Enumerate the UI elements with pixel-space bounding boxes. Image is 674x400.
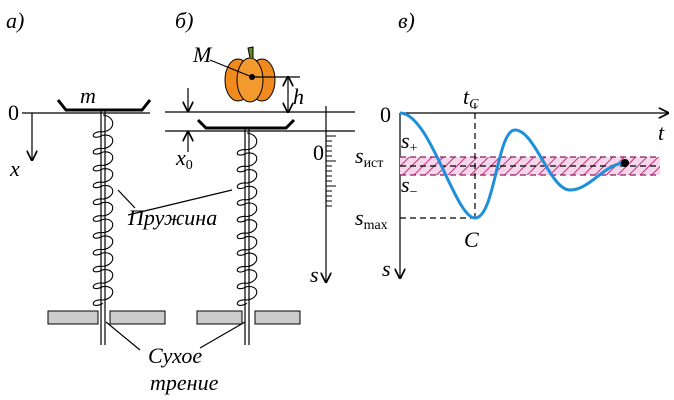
tc-sub: C: [469, 97, 479, 112]
leader: [200, 322, 245, 348]
pumpkin: [225, 47, 275, 102]
offset-sub: 0: [186, 158, 193, 173]
diagram: а) 0 m x б) M h x0 0 s Пружина Сухое тре…: [0, 0, 674, 400]
s-base: s: [355, 143, 364, 168]
axis-label: s: [382, 256, 391, 281]
tc-label: tC: [463, 84, 479, 112]
panel-label: б): [175, 8, 193, 33]
friction-block: [48, 311, 98, 324]
friction-block: [255, 311, 300, 324]
s-sub: −: [410, 185, 418, 200]
origin-label: 0: [8, 100, 19, 125]
platform: [58, 100, 150, 110]
s-base: s: [401, 128, 410, 153]
mass-label: M: [192, 42, 213, 67]
axis-label: s: [310, 262, 319, 287]
end-dot: [621, 159, 629, 167]
spring: [93, 115, 113, 305]
scale-zero: 0: [313, 140, 324, 165]
offset-label: x0: [175, 145, 193, 173]
offset-base: x: [175, 145, 186, 170]
platform: [198, 120, 294, 128]
axis-label: x: [9, 156, 20, 181]
s-max-label: smax: [355, 205, 388, 233]
spring: [237, 133, 257, 305]
s-base: s: [401, 172, 410, 197]
friction-label: Сухое: [148, 343, 202, 368]
leader: [106, 322, 140, 350]
panel-label: в): [398, 8, 415, 33]
s-base: s: [355, 205, 364, 230]
point-label: C: [464, 227, 479, 252]
friction-block: [110, 311, 165, 324]
s-sub: +: [410, 141, 418, 156]
s-plus-label: s+: [401, 128, 418, 156]
mass-label: m: [80, 83, 96, 108]
coil: [93, 115, 113, 305]
s-sub: max: [364, 218, 388, 233]
s-ist-label: sист: [355, 143, 383, 171]
spring-label: Пружина: [127, 205, 217, 230]
axis-label: t: [658, 120, 665, 145]
coil: [237, 133, 257, 305]
friction-label: трение: [150, 370, 219, 395]
s-minus-label: s−: [401, 172, 418, 200]
leader: [118, 190, 135, 208]
origin-label: 0: [380, 102, 391, 127]
friction-block: [197, 311, 242, 324]
s-sub: ист: [364, 156, 384, 171]
height-label: h: [293, 84, 304, 109]
panel-label: а): [6, 8, 24, 33]
ruler: [326, 136, 336, 206]
